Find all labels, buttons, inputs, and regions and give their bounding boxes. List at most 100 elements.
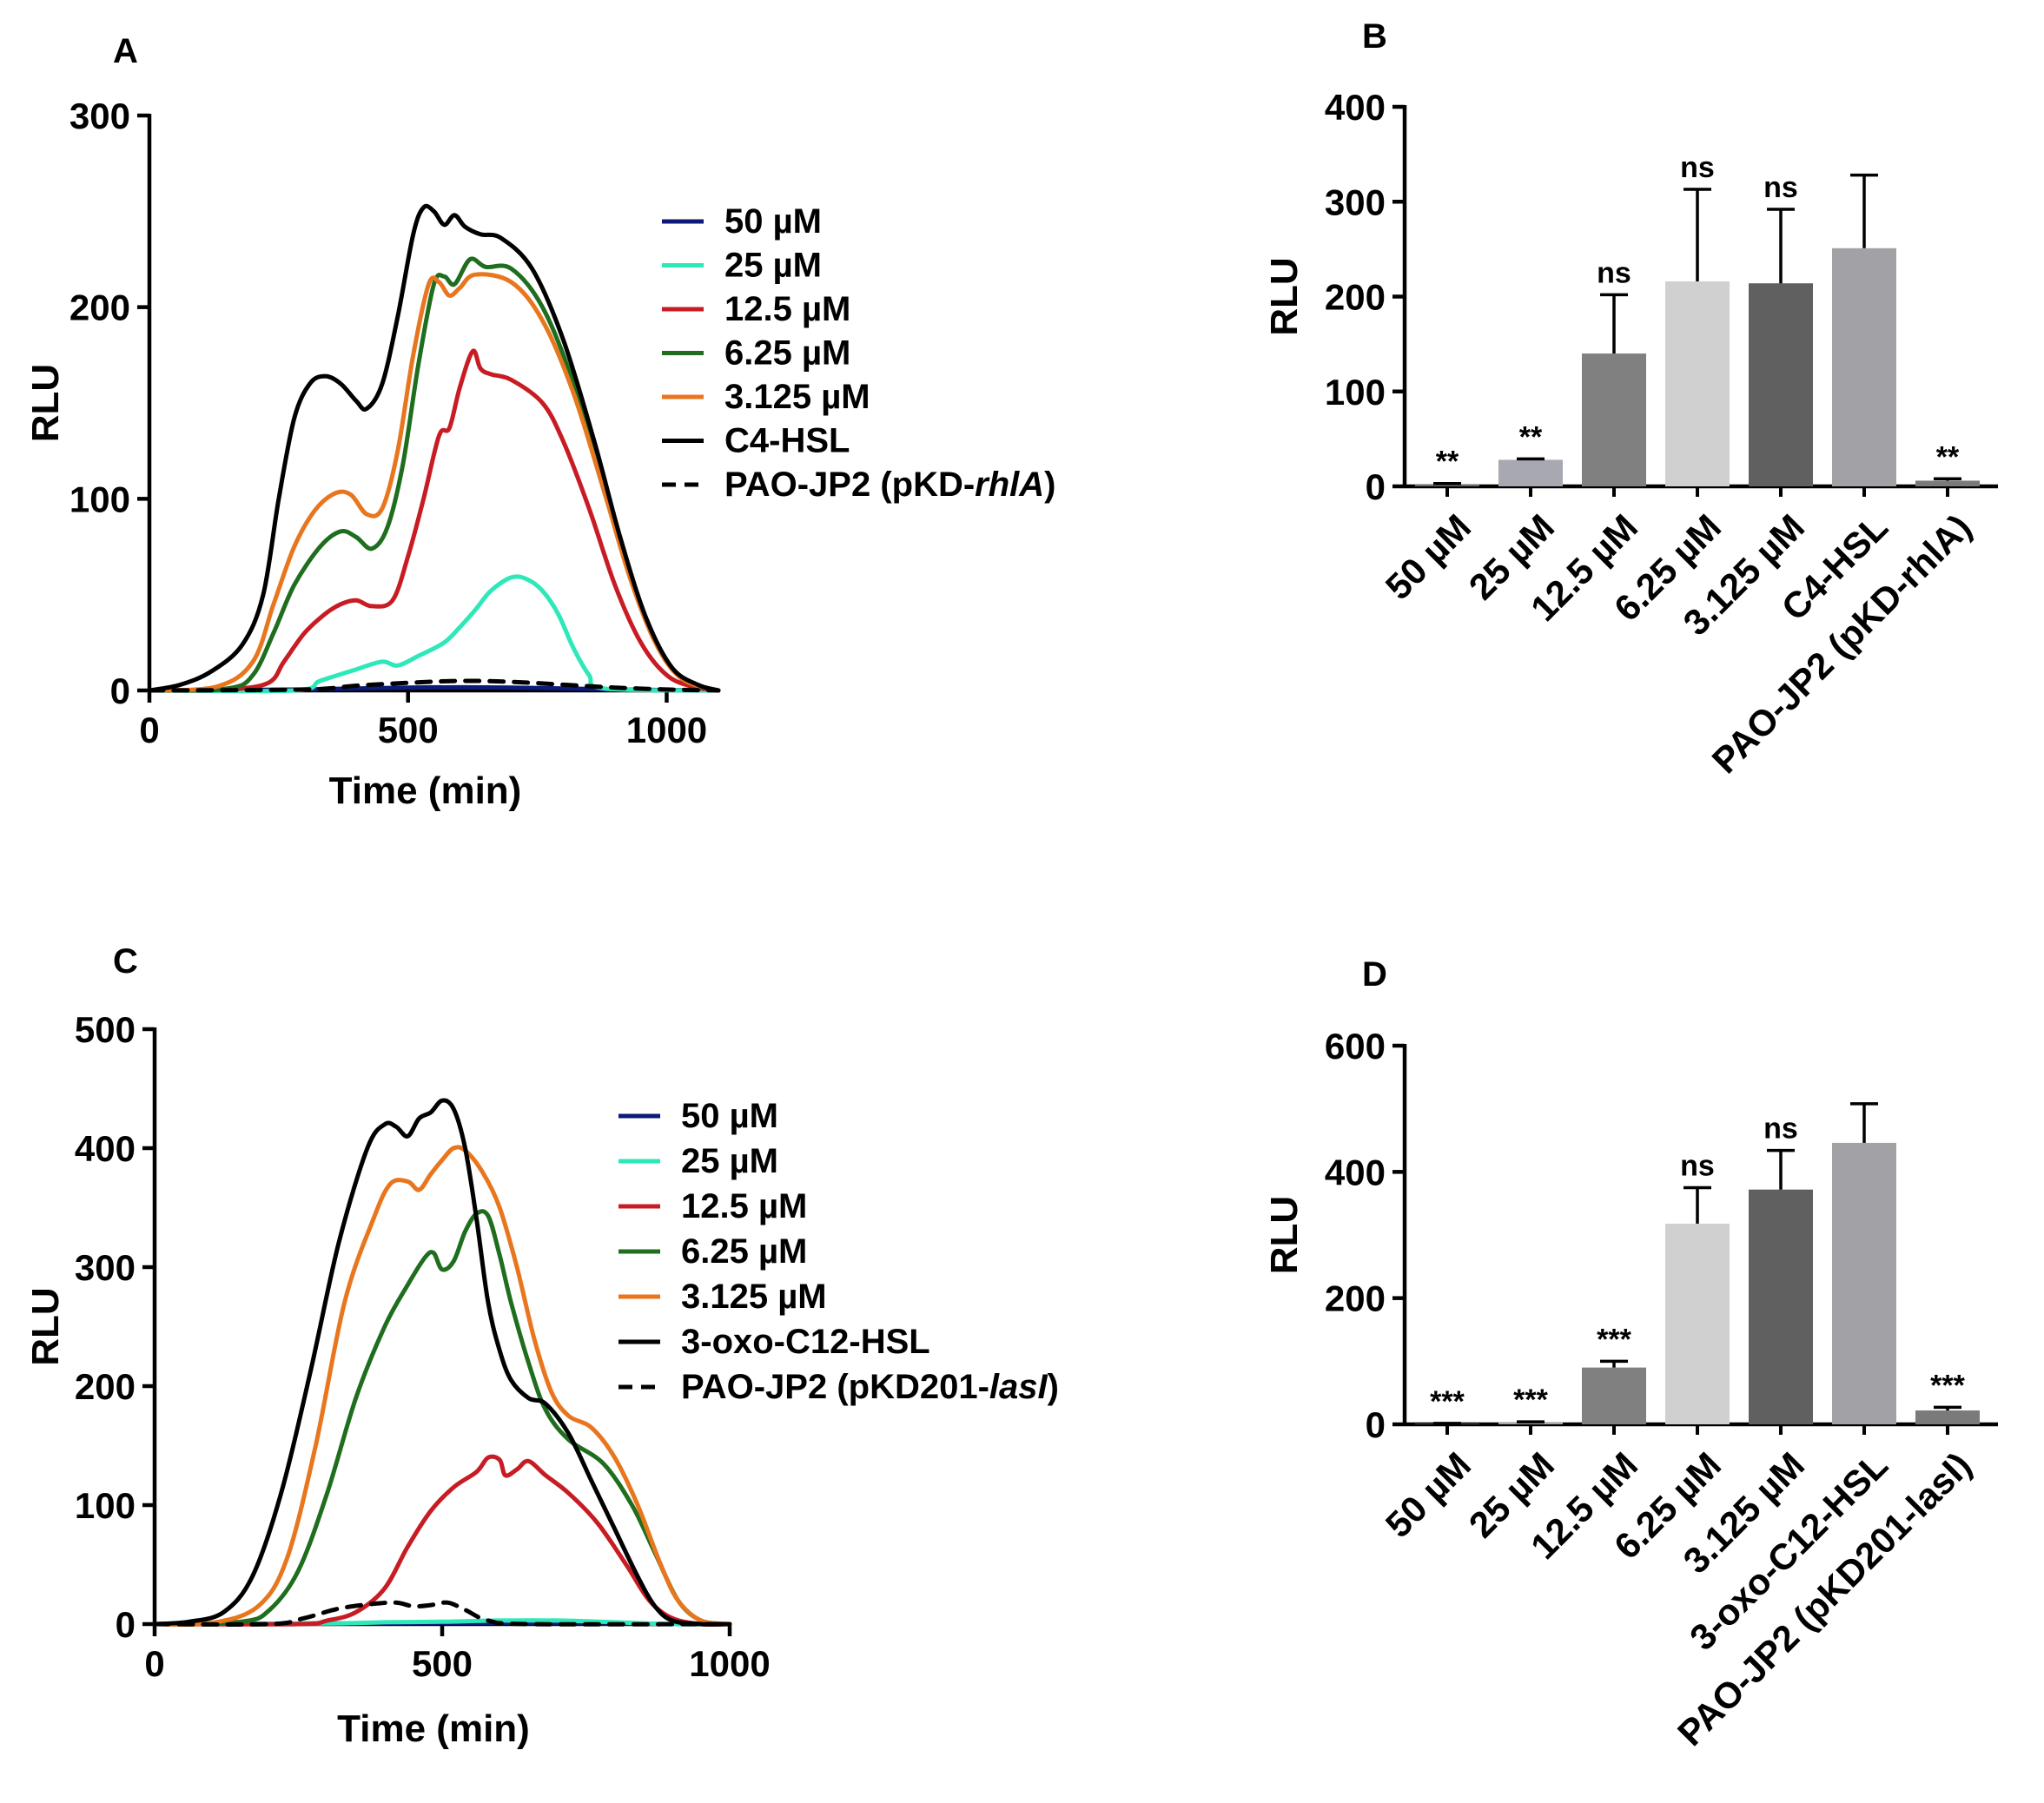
y-tick-label: 600 <box>1325 1026 1386 1067</box>
y-tick-label: 200 <box>69 287 130 328</box>
legend-c: 50 µM 25 µM 12.5 µM 6.25 µM 3.125 µM 3-oxo-C1… <box>618 1097 1059 1406</box>
y-tick-label: 0 <box>110 670 130 711</box>
significance-label-2: ns <box>1597 256 1631 289</box>
series-line-5 <box>152 1098 732 1627</box>
significance-label-0: ** <box>1436 446 1459 479</box>
x-tick-label: 0 <box>144 1643 164 1684</box>
legend-label: C4-HSL <box>724 422 850 460</box>
y-tick-label: 0 <box>1366 466 1386 507</box>
panel-label-d: D <box>1362 955 1387 994</box>
legend-label: 3.125 µM <box>724 378 870 416</box>
y-tick-label: 100 <box>69 479 130 519</box>
legend-label-italic: rhlA <box>975 466 1044 504</box>
y-axis-label: RLU <box>1263 257 1306 335</box>
significance-label-6: *** <box>1930 1369 1965 1402</box>
series-line-2 <box>152 1454 732 1627</box>
series-line-1 <box>147 574 721 694</box>
y-tick-label: 400 <box>1325 1152 1386 1192</box>
significance-label-2: *** <box>1597 1323 1631 1356</box>
legend-label-italic: lasI <box>989 1368 1048 1406</box>
panel-label-b: B <box>1362 17 1387 56</box>
series-line-2 <box>147 348 721 693</box>
bar-5 <box>1832 248 1896 486</box>
x-tick-label: 500 <box>378 710 439 750</box>
series-line-6 <box>152 1600 732 1627</box>
significance-label-6: ** <box>1936 440 1960 473</box>
significance-label-4: ns <box>1763 171 1798 204</box>
y-tick-label: 300 <box>69 96 130 136</box>
legend-label-part: PAO-JP2 (pKD201- <box>681 1368 989 1406</box>
x-axis-label: Time (min) <box>329 769 522 812</box>
significance-label-3: ns <box>1680 1150 1715 1183</box>
y-tick-label: 300 <box>1325 182 1386 222</box>
legend-label: 3.125 µM <box>681 1278 827 1316</box>
significance-label-1: *** <box>1513 1384 1548 1417</box>
series-line-5 <box>147 203 721 693</box>
bar-4 <box>1749 283 1813 486</box>
x-tick-label: 1000 <box>626 710 707 750</box>
series-line-6 <box>147 678 721 693</box>
axes-c <box>142 1027 732 1636</box>
y-tick-label: 200 <box>1325 277 1386 318</box>
legend-label: 12.5 µM <box>724 290 850 328</box>
legend-label: 12.5 µM <box>681 1187 807 1225</box>
x-tick-label: 0 <box>139 710 159 750</box>
series-line-3 <box>152 1209 732 1627</box>
bar-3 <box>1665 281 1730 486</box>
x-tick-label: 1000 <box>689 1643 770 1684</box>
y-tick-label: 100 <box>75 1485 136 1526</box>
legend-label: 50 µM <box>681 1097 778 1135</box>
legend-label: PAO-JP2 (pKD-rhlA) <box>724 466 1056 504</box>
y-tick-label: 400 <box>1325 87 1386 128</box>
significance-label-1: ** <box>1519 420 1543 453</box>
y-axis-label: RLU <box>24 1287 67 1365</box>
category-label-0: 50 µM <box>1378 1444 1478 1545</box>
legend-label: 6.25 µM <box>724 334 850 373</box>
x-axis-label: Time (min) <box>337 1707 530 1750</box>
panel-label-c: C <box>113 942 138 981</box>
y-tick-label: 0 <box>1366 1404 1386 1445</box>
y-tick-label: 200 <box>75 1366 136 1407</box>
legend-label: 3-oxo-C12-HSL <box>681 1323 930 1361</box>
bar-2 <box>1582 353 1646 486</box>
bar-5 <box>1832 1142 1896 1424</box>
chart-c: 0 100 200 300 400 500 0 500 1000 Time (min) RLU 50 … <box>24 1009 1059 1750</box>
category-label-0: 50 µM <box>1378 506 1478 607</box>
significance-label-3: ns <box>1680 151 1715 184</box>
bar-4 <box>1749 1189 1813 1424</box>
legend-label-part: ) <box>1044 466 1055 504</box>
bar-1 <box>1498 1422 1563 1424</box>
legend-label: 25 µM <box>681 1142 778 1180</box>
legend-label: PAO-JP2 (pKD201-lasI) <box>681 1368 1059 1406</box>
bar-6 <box>1915 1410 1980 1424</box>
series-line-4 <box>147 272 721 693</box>
x-tick-label: 500 <box>412 1643 473 1684</box>
bar-3 <box>1665 1223 1730 1424</box>
bar-0 <box>1415 484 1479 486</box>
significance-label-0: *** <box>1430 1385 1465 1418</box>
y-axis-label: RLU <box>24 364 67 442</box>
axes-a <box>137 113 718 703</box>
legend-label: 25 µM <box>724 247 822 285</box>
y-tick-label: 300 <box>75 1247 136 1288</box>
y-axis-label: RLU <box>1263 1196 1306 1274</box>
legend-label-part: PAO-JP2 (pKD- <box>724 466 975 504</box>
significance-label-4: ns <box>1763 1113 1798 1146</box>
bar-2 <box>1582 1367 1646 1424</box>
legend-a: 50 µM 25 µM 12.5 µM 6.25 µM 3.125 µM C4-HSL PA… <box>662 202 1056 504</box>
bar-1 <box>1498 459 1563 486</box>
series-line-4 <box>152 1145 732 1628</box>
chart-a: 0 100 200 300 0 500 1000 Time (min) RLU 50 µM 25 µ… <box>24 96 1056 812</box>
y-tick-label: 500 <box>75 1009 136 1050</box>
legend-label: 6.25 µM <box>681 1232 807 1271</box>
bar-6 <box>1915 480 1980 486</box>
legend-label-part: ) <box>1048 1368 1059 1406</box>
legend-label: 50 µM <box>724 202 822 241</box>
y-tick-label: 100 <box>1325 372 1386 413</box>
y-tick-label: 400 <box>75 1128 136 1169</box>
panel-label-a: A <box>113 32 138 70</box>
y-tick-label: 0 <box>116 1604 136 1645</box>
